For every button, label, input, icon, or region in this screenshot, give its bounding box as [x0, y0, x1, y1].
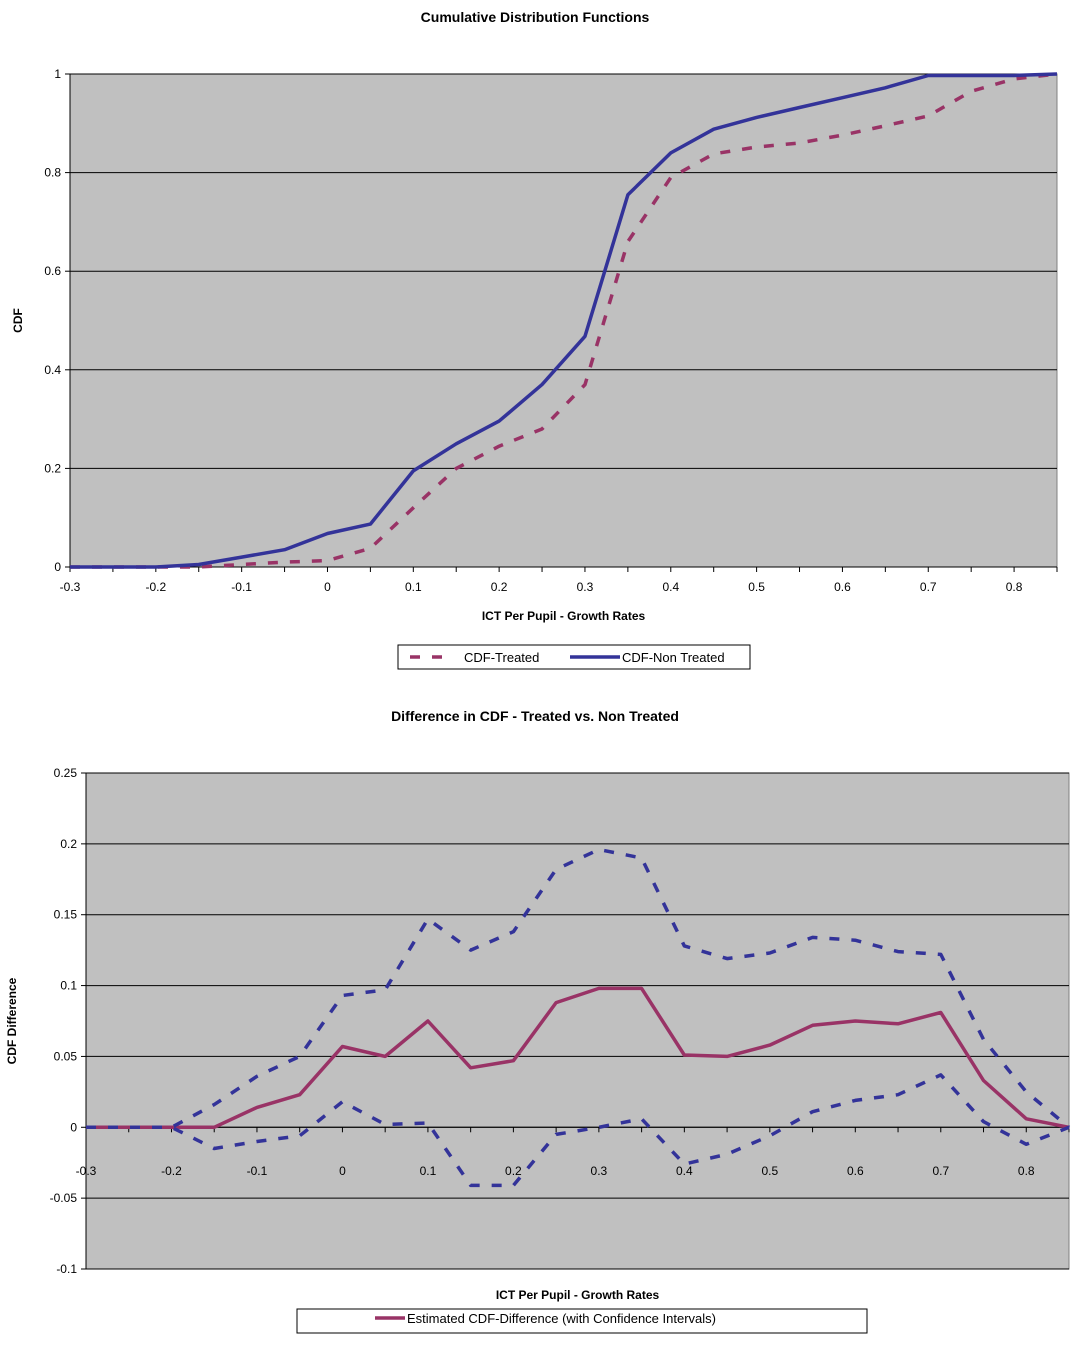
x-tick-label: 0.8	[1006, 580, 1023, 594]
x-tick-label: 0.5	[761, 1164, 778, 1178]
x-tick-label: 0.3	[577, 580, 594, 594]
legend-label-cdf-difference: Estimated CDF-Difference (with Confidenc…	[407, 1311, 716, 1326]
x-tick-label: 0.1	[405, 580, 422, 594]
y-tick-label: -0.05	[50, 1191, 78, 1205]
series-line-cdf-non-treated	[70, 72, 1058, 569]
x-tick-label: -0.3	[60, 580, 81, 594]
chart-2: Difference in CDF - Treated vs. Non Trea…	[5, 708, 1071, 1334]
x-tick-label: 0.1	[420, 1164, 437, 1178]
x-tick-label: 0.4	[662, 580, 679, 594]
legend-label-cdf-non-treated: CDF-Non Treated	[622, 650, 725, 665]
x-tick-label: 0.6	[847, 1164, 864, 1178]
plot-area	[85, 772, 1070, 1270]
y-tick-label: -0.1	[56, 1262, 77, 1276]
x-tick-label: 0.2	[491, 580, 508, 594]
x-axis-label: ICT Per Pupil - Growth Rates	[496, 1288, 660, 1302]
y-tick-label: 0.6	[44, 264, 61, 278]
series-line-upper-ci	[86, 847, 1071, 1130]
x-tick-label: 0.4	[676, 1164, 693, 1178]
legend-box	[296, 1308, 868, 1334]
x-tick-label: 0.6	[834, 580, 851, 594]
chart-title: Cumulative Distribution Functions	[421, 9, 650, 25]
x-tick-label: 0.3	[591, 1164, 608, 1178]
y-tick-label: 0.2	[60, 837, 77, 851]
legend-label-cdf-treated: CDF-Treated	[464, 650, 539, 665]
x-tick-label: -0.2	[161, 1164, 182, 1178]
y-axis-label: CDF Difference	[5, 977, 19, 1064]
y-tick-label: 0.8	[44, 166, 61, 180]
x-tick-label: 0.7	[932, 1164, 949, 1178]
x-tick-label: 0.8	[1018, 1164, 1035, 1178]
legend: CDF-Treated CDF-Non Treated	[397, 644, 751, 670]
x-tick-label: 0	[339, 1164, 346, 1178]
y-tick-label: 0.1	[60, 979, 77, 993]
x-tick-label: 0	[324, 580, 331, 594]
x-tick-label: 0.5	[748, 580, 765, 594]
x-tick-label: 0.7	[920, 580, 937, 594]
y-tick-label: 0.05	[54, 1049, 78, 1063]
x-tick-label: 0.2	[505, 1164, 522, 1178]
y-tick-label: 0	[70, 1120, 77, 1134]
x-tick-label: -0.2	[145, 580, 166, 594]
chart-1: Cumulative Distribution Functions 0 0.2 0.4…	[11, 9, 1058, 670]
y-tick-label: 1	[54, 67, 61, 81]
legend: Estimated CDF-Difference (with Confidenc…	[296, 1308, 868, 1334]
x-tick-label: -0.1	[231, 580, 252, 594]
y-tick-label: 0.2	[44, 461, 61, 475]
y-tick-label: 0	[54, 560, 61, 574]
plot-area	[69, 73, 1058, 568]
x-tick-label: -0.3	[76, 1164, 97, 1178]
y-tick-label: 0.15	[54, 908, 78, 922]
y-tick-label: 0.25	[54, 766, 78, 780]
y-tick-label: 0.4	[44, 363, 61, 377]
chart-title: Difference in CDF - Treated vs. Non Trea…	[391, 708, 679, 724]
x-axis-label: ICT Per Pupil - Growth Rates	[482, 609, 646, 623]
series-line-cdf-difference	[86, 986, 1070, 1130]
y-axis-label: CDF	[11, 308, 25, 333]
x-tick-label: -0.1	[247, 1164, 268, 1178]
